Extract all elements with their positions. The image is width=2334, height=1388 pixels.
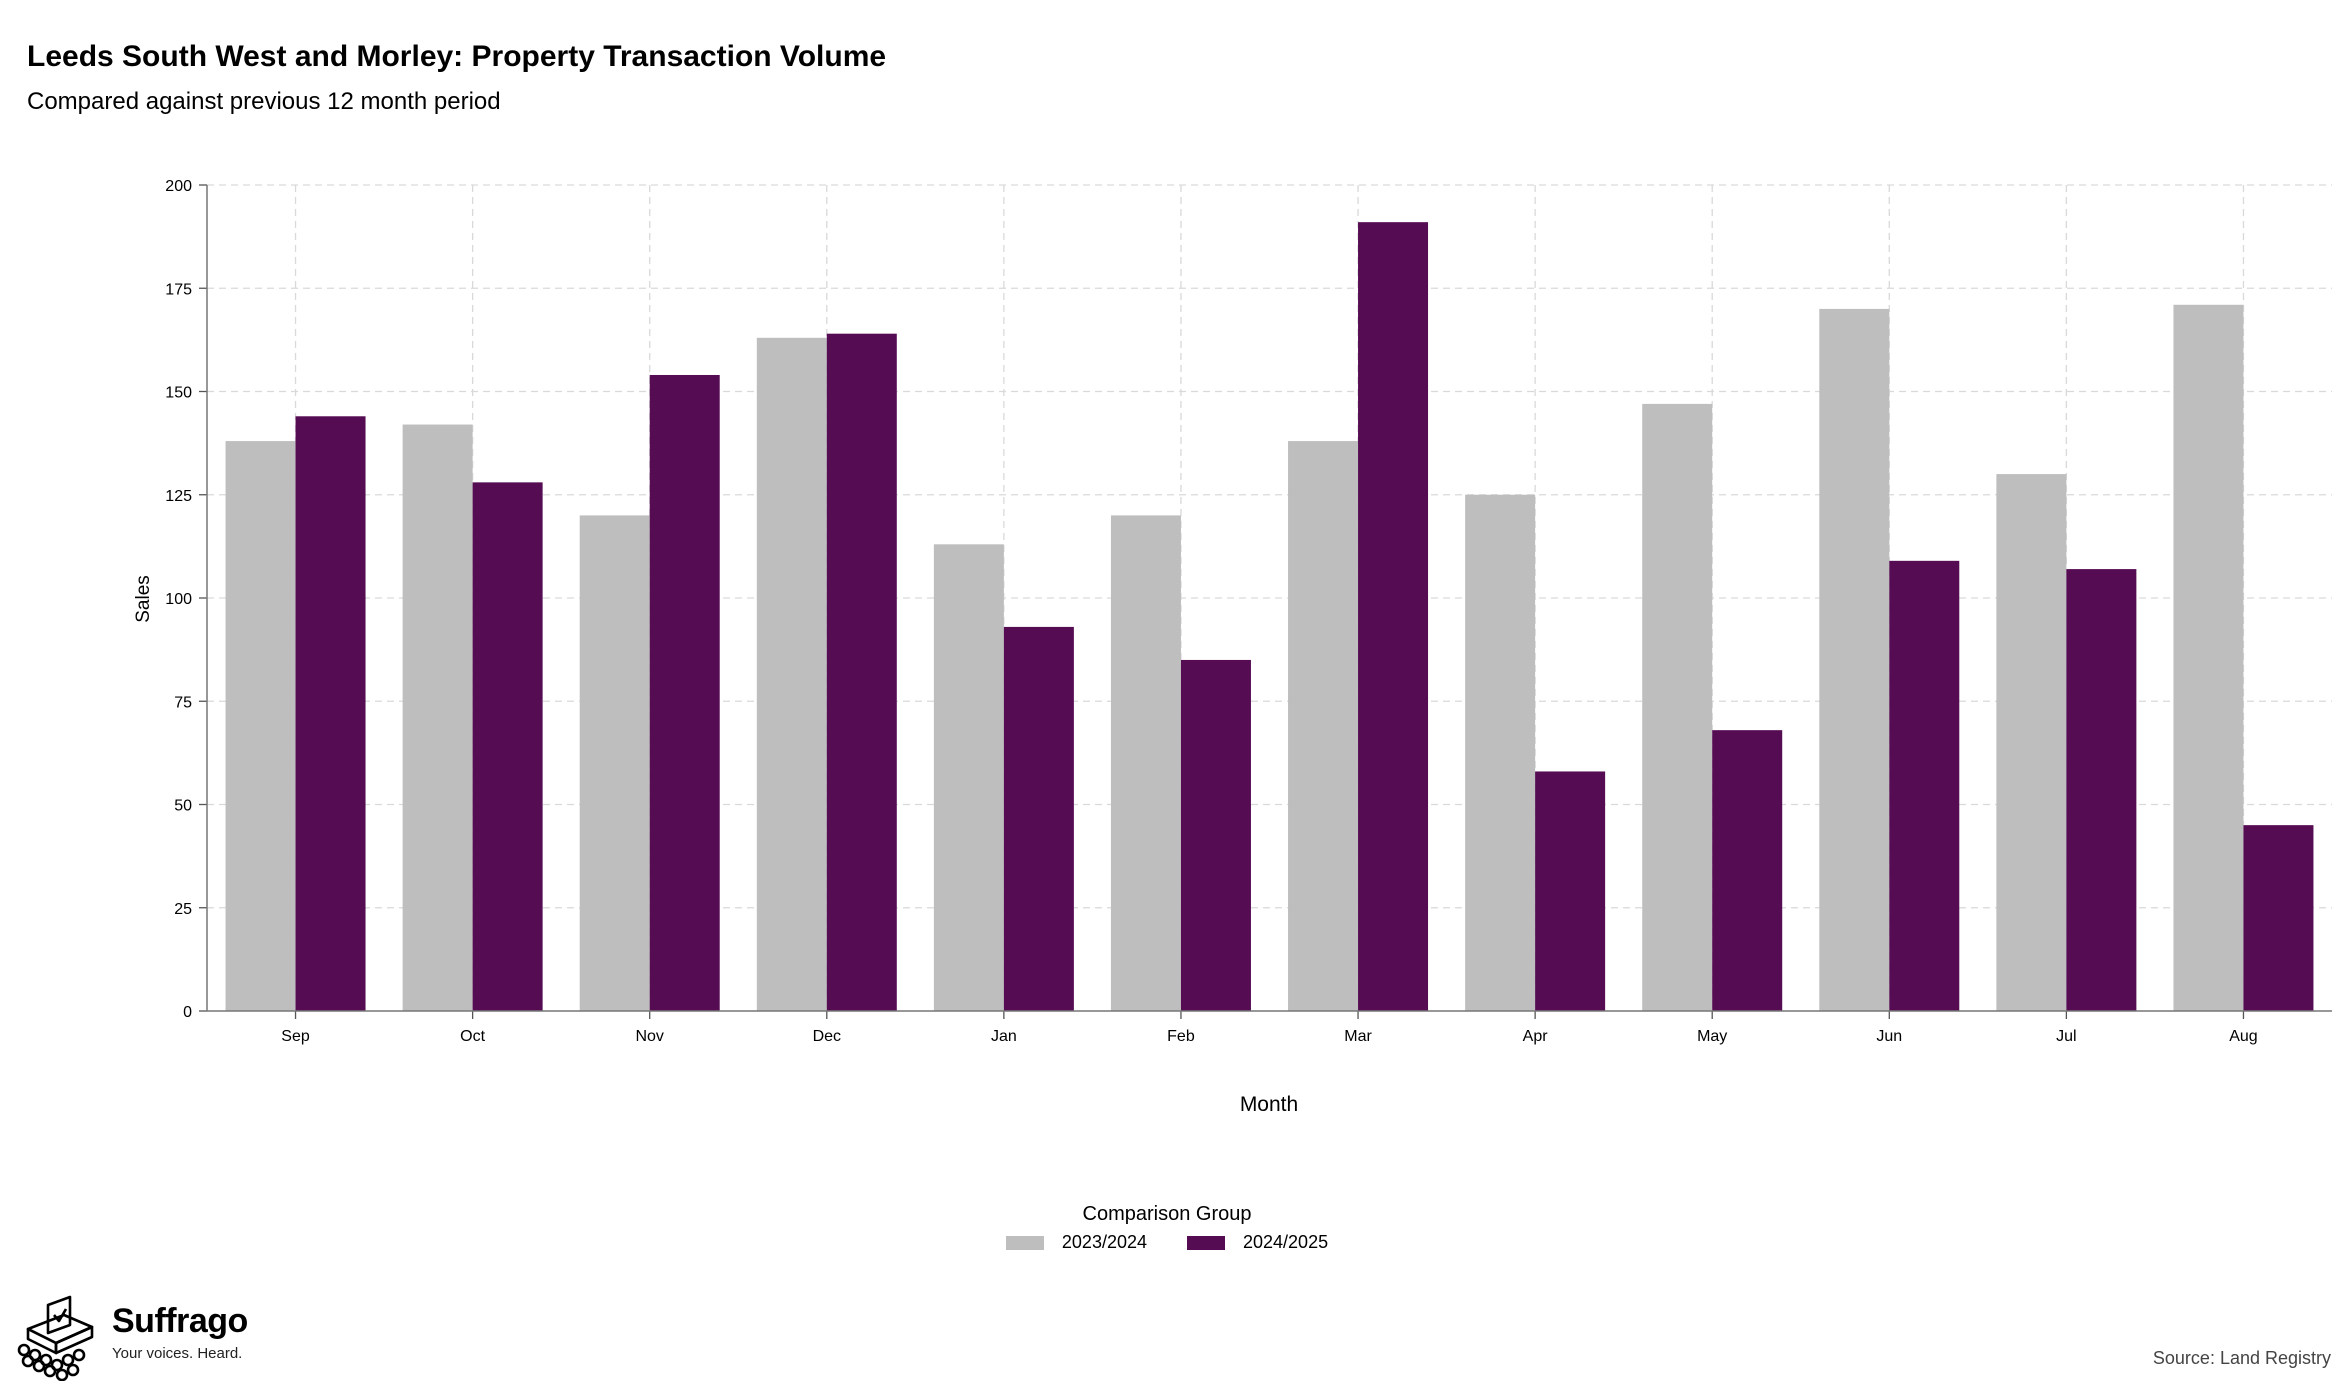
- bar-feb-2023-2024: [1110, 515, 1181, 1011]
- y-tick-label: 150: [165, 385, 192, 402]
- suffrago-logo: Suffrago Your voices. Heard.: [14, 1295, 248, 1381]
- legend: 2023/2024 2024/2025: [0, 1232, 2334, 1253]
- bar-dec-2024-2025: [826, 333, 897, 1011]
- bar-dec-2023-2024: [756, 337, 827, 1011]
- y-tick-label: 50: [174, 798, 192, 815]
- x-tick-label: Jun: [1876, 1028, 1902, 1045]
- bar-nov-2024-2025: [649, 374, 720, 1012]
- bar-chart: 0 25 50 75 100 125 150 175 200 Sep Oct Nov Dec Jan Feb…: [133, 178, 2332, 1116]
- bar-jun-2023-2024: [1819, 308, 1890, 1011]
- legend-swatch: [1005, 1235, 1044, 1250]
- y-tick-label: 125: [165, 488, 192, 505]
- brand-tagline: Your voices. Heard.: [112, 1345, 243, 1362]
- x-tick-label: Nov: [635, 1028, 663, 1045]
- x-tick-label: Apr: [1523, 1028, 1549, 1045]
- y-tick-label: 25: [174, 901, 192, 918]
- legend-item-2023-2024: 2023/2024: [1005, 1232, 1147, 1253]
- axes: 0 25 50 75 100 125 150 175 200 Sep Oct Nov Dec Jan Feb…: [165, 178, 2332, 1045]
- legend-label: 2024/2025: [1243, 1232, 1329, 1252]
- bar-jul-2024-2025: [2066, 569, 2137, 1011]
- bar-may-2023-2024: [1642, 403, 1713, 1011]
- bar-mar-2024-2025: [1358, 222, 1429, 1012]
- bar-nov-2023-2024: [579, 515, 650, 1011]
- x-axis-label: Month: [1240, 1093, 1298, 1116]
- legend-swatch: [1187, 1235, 1225, 1250]
- bar-sep-2024-2025: [295, 416, 366, 1011]
- bars: [225, 222, 2314, 1012]
- chart-title: Leeds South West and Morley: Property Tr…: [27, 40, 887, 73]
- bar-feb-2024-2025: [1180, 659, 1251, 1011]
- bar-aug-2023-2024: [2173, 304, 2244, 1011]
- bar-jan-2023-2024: [933, 544, 1004, 1011]
- legend-item-2024-2025: 2024/2025: [1187, 1232, 1328, 1253]
- x-tick-label: Aug: [2229, 1028, 2257, 1045]
- bar-apr-2024-2025: [1535, 771, 1606, 1011]
- bar-jun-2024-2025: [1889, 560, 1960, 1011]
- bar-oct-2023-2024: [402, 424, 473, 1011]
- bar-apr-2023-2024: [1465, 494, 1536, 1011]
- y-axis-label: Sales: [133, 575, 154, 623]
- x-tick-label: Sep: [281, 1028, 310, 1045]
- bar-jan-2024-2025: [1003, 626, 1074, 1011]
- bar-oct-2024-2025: [472, 482, 543, 1011]
- bar-sep-2023-2024: [225, 441, 296, 1011]
- ballot-box-icon: [17, 1295, 94, 1381]
- bar-jul-2023-2024: [1996, 474, 2067, 1012]
- x-tick-label: May: [1697, 1028, 1727, 1045]
- x-tick-label: Jan: [991, 1028, 1017, 1045]
- y-tick-label: 75: [174, 694, 192, 711]
- source-note: Source: Land Registry: [2152, 1348, 2331, 1368]
- bar-mar-2023-2024: [1288, 441, 1359, 1011]
- y-tick-label: 200: [165, 178, 192, 195]
- legend-title: Comparison Group: [1082, 1203, 1252, 1225]
- y-tick-label: 100: [165, 591, 192, 608]
- bar-may-2024-2025: [1712, 730, 1783, 1011]
- x-tick-label: Mar: [1344, 1028, 1372, 1045]
- x-tick-label: Feb: [1167, 1028, 1195, 1045]
- x-tick-label: Jul: [2056, 1028, 2076, 1045]
- x-tick-label: Dec: [813, 1028, 841, 1045]
- legend-label: 2023/2024: [1061, 1232, 1147, 1252]
- y-tick-label: 0: [183, 1004, 192, 1021]
- bar-aug-2024-2025: [2243, 825, 2314, 1011]
- y-tick-label: 175: [165, 281, 192, 298]
- brand-name: Suffrago: [112, 1302, 248, 1340]
- chart-subtitle: Compared against previous 12 month perio…: [27, 88, 501, 115]
- x-tick-label: Oct: [460, 1028, 485, 1045]
